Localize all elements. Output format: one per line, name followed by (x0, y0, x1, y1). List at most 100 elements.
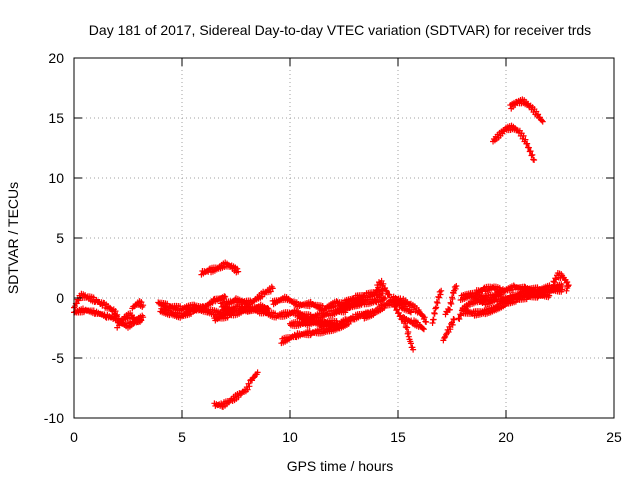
series-track-02 (71, 305, 119, 322)
data-point (269, 285, 276, 292)
data-point (246, 383, 253, 390)
x-axis-label: GPS time / hours (287, 458, 394, 474)
data-point (407, 309, 414, 316)
data-point (452, 285, 459, 292)
chart-title: Day 181 of 2017, Sidereal Day-to-day VTE… (89, 22, 591, 38)
y-axis-label: SDTVAR / TECUs (5, 182, 21, 294)
series-track-30 (198, 259, 242, 278)
data-point (520, 132, 527, 139)
data-point (90, 294, 97, 301)
data-point (381, 296, 388, 303)
data-point (405, 333, 412, 340)
data-point (138, 299, 145, 306)
data-point (117, 317, 124, 324)
data-point (438, 287, 445, 294)
data-point (447, 326, 454, 333)
series-track-05 (129, 298, 147, 312)
data-point (433, 304, 440, 311)
data-point (209, 299, 216, 306)
data-point (421, 314, 428, 321)
data-point (235, 394, 242, 401)
data-point (254, 369, 261, 376)
data-point (380, 280, 387, 287)
data-point (420, 326, 427, 333)
data-point (420, 325, 427, 332)
data-point (538, 117, 545, 124)
data-point (90, 307, 97, 314)
data-point (433, 298, 440, 305)
y-tick-label: -5 (52, 350, 65, 366)
x-tick-label: 15 (390, 429, 406, 445)
data-points (71, 96, 572, 410)
x-tick-label: 0 (70, 429, 78, 445)
data-point (564, 284, 571, 291)
series-track-16 (334, 294, 389, 314)
data-point (396, 313, 403, 320)
data-point (522, 136, 529, 143)
x-tick-label: 25 (606, 429, 622, 445)
data-point (407, 308, 413, 315)
data-point (392, 303, 399, 310)
data-point (404, 324, 411, 331)
data-point (436, 294, 443, 301)
data-point (382, 287, 389, 294)
data-point (531, 157, 538, 163)
data-point (432, 305, 439, 312)
y-tick-label: 5 (56, 230, 64, 246)
data-point (539, 118, 546, 125)
data-point (564, 279, 571, 286)
data-point (390, 299, 397, 306)
data-point (559, 283, 566, 289)
data-point (188, 311, 194, 318)
series-track-17 (360, 296, 414, 322)
y-tick-label: -10 (44, 410, 64, 426)
data-point (137, 316, 144, 323)
data-point (191, 301, 198, 308)
series-track-33 (507, 96, 546, 125)
data-point (400, 313, 407, 320)
series-track-24 (440, 316, 458, 344)
axis-ticks: 0 5 10 15 20 25 -10 -5 0 5 10 15 20 (44, 50, 622, 445)
data-point (437, 291, 444, 298)
data-point (383, 288, 390, 295)
y-tick-label: 10 (48, 170, 64, 186)
data-point (346, 304, 353, 311)
data-point (394, 306, 401, 313)
data-point (245, 380, 252, 387)
data-point (456, 316, 463, 323)
series-track-14 (295, 309, 371, 331)
data-point (563, 287, 570, 294)
data-point (524, 140, 531, 147)
data-point (218, 400, 225, 407)
data-point (407, 340, 414, 347)
data-point (453, 283, 460, 289)
series-track-27 (459, 290, 553, 319)
data-point (267, 288, 274, 295)
data-point (222, 293, 229, 300)
data-point (341, 321, 348, 328)
data-point (382, 295, 389, 301)
data-point (529, 151, 536, 158)
data-point (430, 316, 437, 323)
data-point (449, 295, 456, 302)
data-point (498, 287, 505, 294)
series-track-22 (429, 287, 445, 326)
data-point (265, 305, 272, 312)
series-track-19 (390, 293, 430, 325)
series-track-20 (399, 313, 417, 353)
data-point (552, 275, 559, 282)
data-point (250, 374, 257, 381)
series-track-28 (472, 283, 505, 297)
data-point (525, 144, 532, 151)
data-point (457, 311, 464, 318)
y-tick-label: 0 (56, 290, 64, 306)
series-track-07 (157, 293, 229, 321)
data-point (546, 292, 553, 299)
data-point (140, 302, 147, 309)
series-track-09 (217, 283, 276, 310)
y-tick-label: 20 (48, 50, 64, 66)
data-point (410, 346, 417, 353)
